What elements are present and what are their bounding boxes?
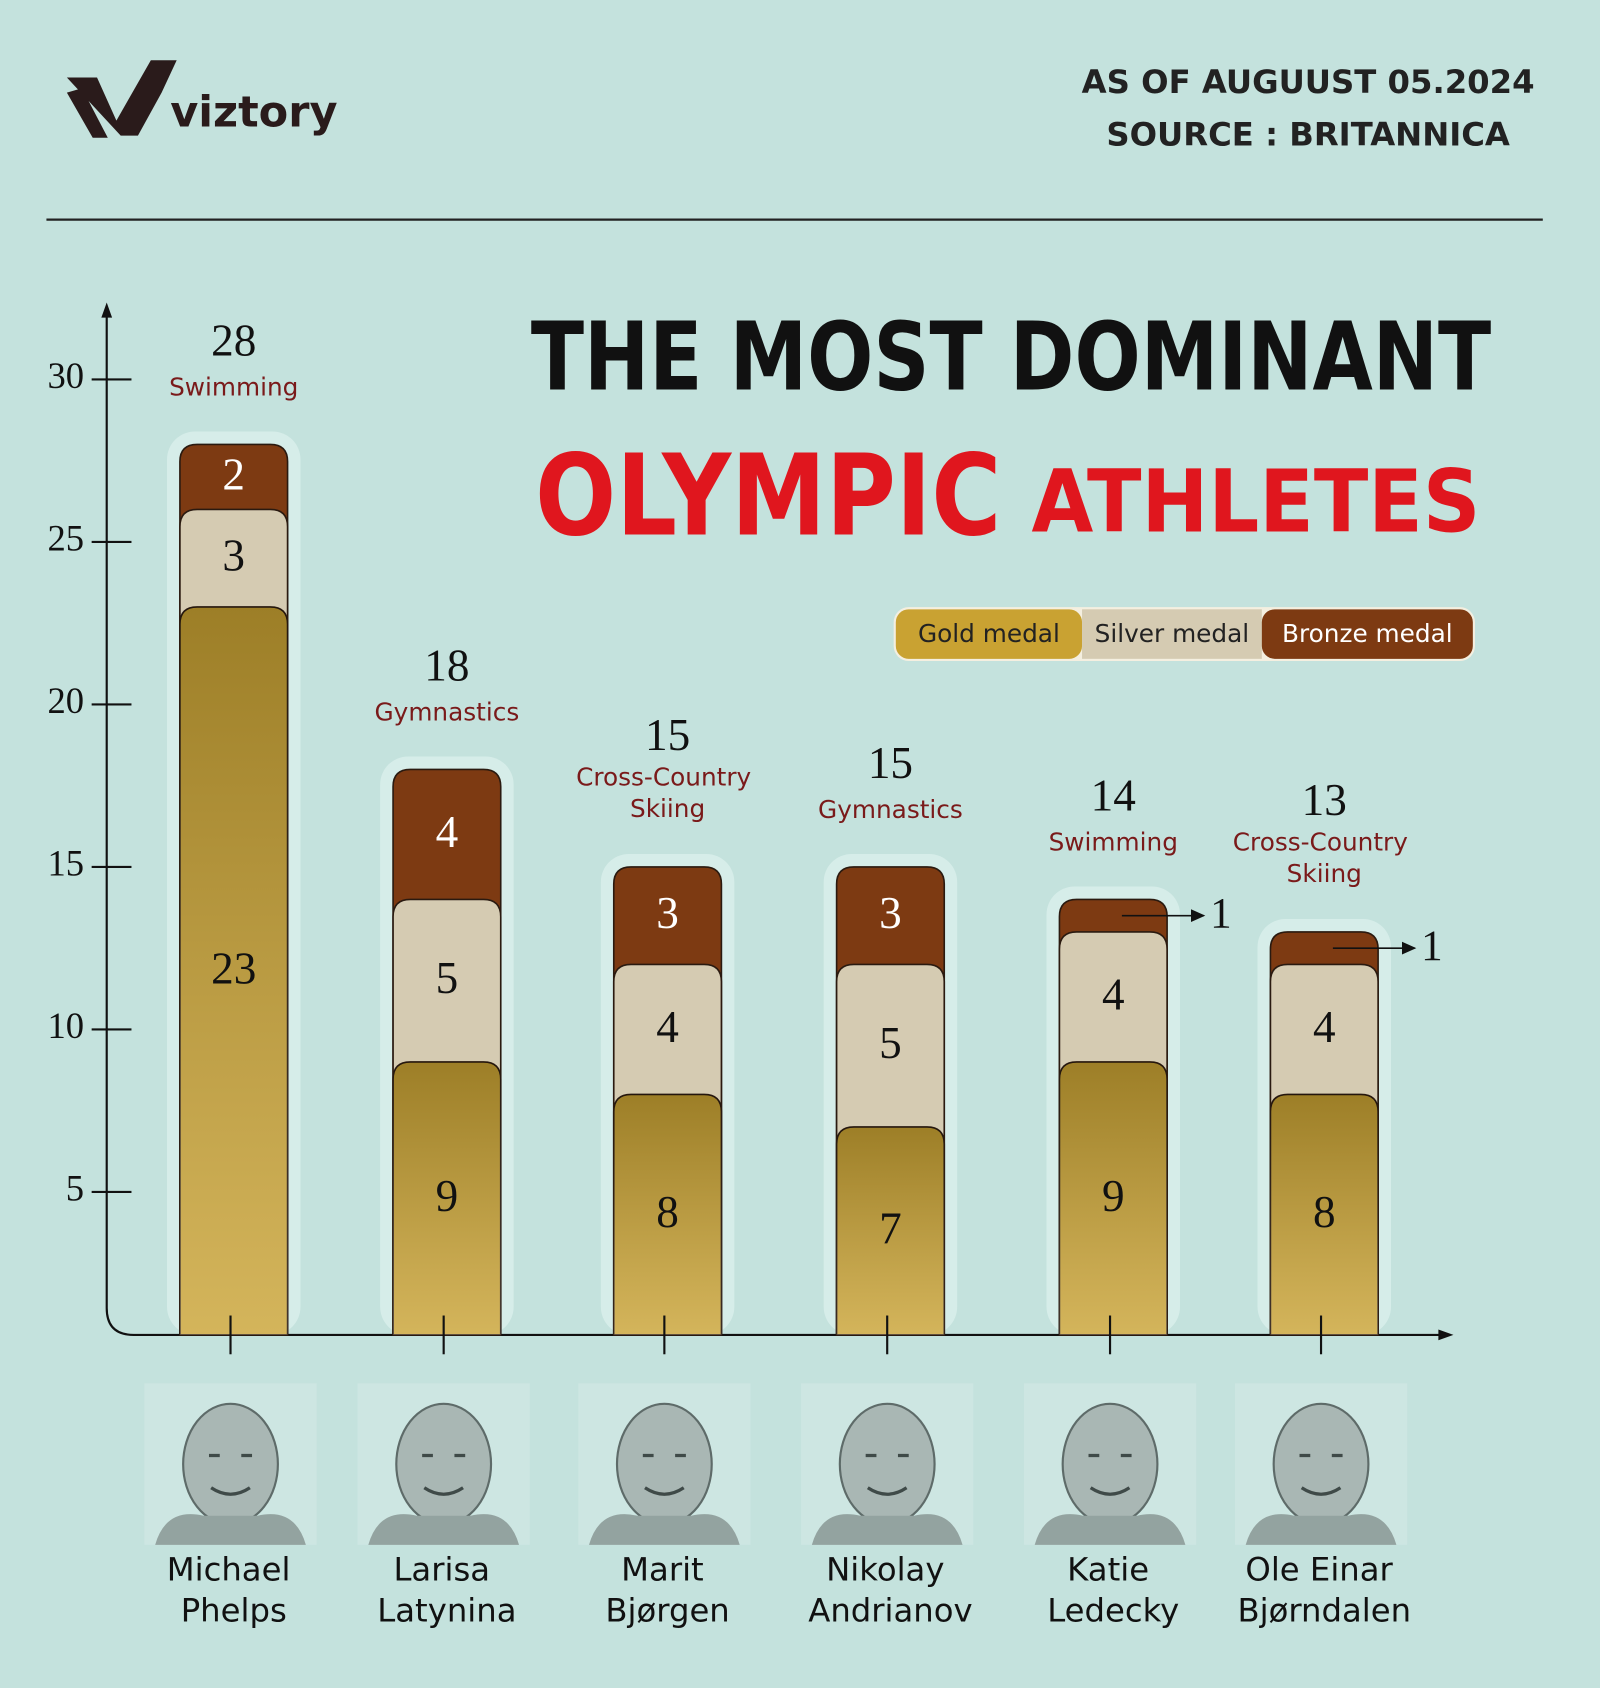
value-label: 9 (436, 1171, 459, 1221)
logo-mark (66, 60, 177, 138)
x-tick-label: Nikolay Andrianov (808, 1551, 972, 1630)
title-rest: ATHLETES (1031, 453, 1480, 553)
portrait-shoulders (811, 1514, 963, 1545)
value-label: 8 (1313, 1187, 1336, 1237)
sport-label: Cross-Country Skiing (576, 763, 759, 823)
value-label: 4 (656, 1002, 679, 1052)
y-tick-label: 15 (48, 842, 85, 883)
y-tick-label: 20 (48, 680, 85, 721)
value-label: 7 (879, 1203, 902, 1253)
bar-shade (613, 1094, 722, 1335)
title-highlight: OLYMPIC (535, 432, 1001, 562)
y-tick-label: 10 (48, 1005, 85, 1046)
total-label: 15 (645, 710, 690, 760)
value-label: 5 (879, 1018, 902, 1068)
x-tick-label: Larisa Latynina (377, 1551, 516, 1630)
portrait-face (865, 1453, 909, 1496)
bar-shade (1270, 1094, 1379, 1335)
legend-swatch (1082, 609, 1262, 659)
value-label: 4 (1102, 969, 1125, 1019)
legend-label: Bronze medal (1282, 619, 1453, 648)
value-label: 23 (211, 943, 256, 993)
bar-shade (1059, 1061, 1168, 1335)
portrait-shoulders (368, 1514, 520, 1545)
x-tick-label: Katie Ledecky (1047, 1551, 1179, 1630)
x-tick-label: Marit Bjørgen (605, 1551, 729, 1630)
portrait-shoulders (1245, 1514, 1397, 1545)
value-label: 9 (1102, 1171, 1125, 1221)
total-label: 14 (1091, 771, 1136, 821)
value-label: 3 (879, 888, 902, 938)
x-tick-label: Michael Phelps (167, 1551, 301, 1630)
portrait-face (1299, 1453, 1343, 1496)
date: AS OF AUGUUST 05.2024 (1082, 63, 1535, 101)
title-line1: THE MOST DOMINANT (531, 303, 1492, 413)
bar-shade (836, 1126, 945, 1335)
bar-shade (179, 606, 288, 1335)
total-label: 18 (424, 641, 469, 691)
value-label: 5 (436, 953, 459, 1003)
value-label: 3 (222, 531, 245, 581)
portrait-face (208, 1453, 253, 1496)
value-label: 1 (1421, 923, 1443, 970)
portrait-head (1061, 1402, 1159, 1526)
sport-label: Gymnastics (375, 697, 520, 726)
legend-swatch (895, 609, 1083, 659)
x-tick-label: Ole Einar Bjørndalen (1237, 1551, 1411, 1630)
portrait-shoulders (155, 1514, 306, 1545)
portrait-head (182, 1402, 279, 1526)
portrait-face (642, 1453, 686, 1496)
portrait-head (1272, 1402, 1370, 1526)
total-label: 15 (868, 738, 913, 788)
value-label: 4 (436, 807, 459, 857)
portrait-face (1088, 1453, 1132, 1496)
axes (105, 312, 1445, 1336)
portrait-shoulders (1034, 1514, 1186, 1545)
source: SOURCE : BRITANNICA (1106, 116, 1510, 154)
sport-label: Cross-Country Skiing (1233, 828, 1416, 888)
value-label: 3 (656, 888, 679, 938)
value-label: 1 (1210, 891, 1232, 938)
sport-label: Swimming (169, 372, 298, 401)
logo-text: viztory (170, 88, 337, 138)
portrait-head (615, 1402, 713, 1526)
portrait-shoulders (589, 1514, 740, 1545)
y-tick-label: 25 (48, 517, 85, 558)
portrait-face (422, 1453, 466, 1496)
sport-label: Swimming (1049, 827, 1178, 856)
value-label: 2 (222, 449, 245, 499)
total-label: 28 (211, 316, 256, 366)
total-label: 13 (1302, 775, 1347, 825)
portrait-head (838, 1402, 936, 1526)
bar-shade (393, 1061, 501, 1335)
portrait-head (395, 1402, 493, 1526)
y-tick-label: 5 (66, 1167, 84, 1208)
legend-swatch (1261, 609, 1473, 659)
legend-label: Gold medal (918, 619, 1060, 648)
sport-label: Gymnastics (818, 795, 963, 824)
legend-label: Silver medal (1095, 619, 1249, 648)
value-label: 4 (1313, 1002, 1336, 1052)
value-label: 8 (656, 1187, 679, 1237)
y-tick-label: 30 (48, 355, 85, 396)
